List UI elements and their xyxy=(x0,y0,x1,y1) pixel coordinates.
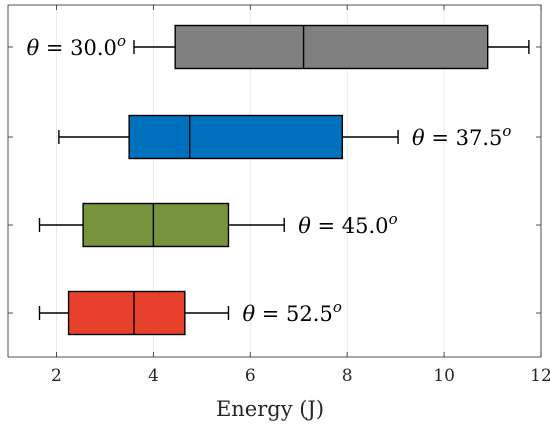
label-unit-0: o xyxy=(117,32,126,50)
box-labels: θ = 30.0oθ = 37.5oθ = 45.0oθ = 52.5o xyxy=(27,32,512,326)
x-tick-label-2: 6 xyxy=(245,366,256,386)
x-tick-label-5: 12 xyxy=(530,366,550,386)
box-1 xyxy=(58,114,399,160)
y-axis-ticks xyxy=(8,46,541,314)
label-symbol-1: θ xyxy=(412,126,425,150)
label-value-3: = 52.5 xyxy=(255,302,333,326)
box-3 xyxy=(38,290,230,336)
box-iqr-0 xyxy=(174,24,489,70)
box-iqr-2 xyxy=(82,202,230,248)
box-label-3: θ = 52.5o xyxy=(242,298,341,326)
x-tick-label-3: 8 xyxy=(342,366,353,386)
x-axis: 2 4 6 8 10 12 xyxy=(51,5,550,386)
label-value-2: = 45.0 xyxy=(311,214,389,238)
label-symbol-3: θ xyxy=(242,302,255,326)
label-symbol-2: θ xyxy=(298,214,311,238)
boxes xyxy=(38,24,530,336)
x-axis-title: Energy (J) xyxy=(216,397,324,421)
label-unit-1: o xyxy=(502,122,511,140)
x-tick-label-1: 4 xyxy=(148,366,159,386)
label-value-0: = 30.0 xyxy=(39,36,117,60)
box-iqr-3 xyxy=(67,290,186,336)
box-0 xyxy=(133,24,530,70)
x-tick-label-0: 2 xyxy=(51,366,62,386)
label-unit-3: o xyxy=(333,298,342,316)
x-tick-label-4: 10 xyxy=(433,366,455,386)
box-iqr-1 xyxy=(128,114,344,160)
label-symbol-0: θ xyxy=(27,36,40,60)
box-label-2: θ = 45.0o xyxy=(298,210,397,238)
label-unit-2: o xyxy=(389,210,398,228)
label-value-1: = 37.5 xyxy=(425,126,503,150)
plot-area-frame xyxy=(7,4,542,358)
box-2 xyxy=(38,202,285,248)
box-label-1: θ = 37.5o xyxy=(412,122,511,150)
box-label-0: θ = 30.0o xyxy=(27,32,126,60)
